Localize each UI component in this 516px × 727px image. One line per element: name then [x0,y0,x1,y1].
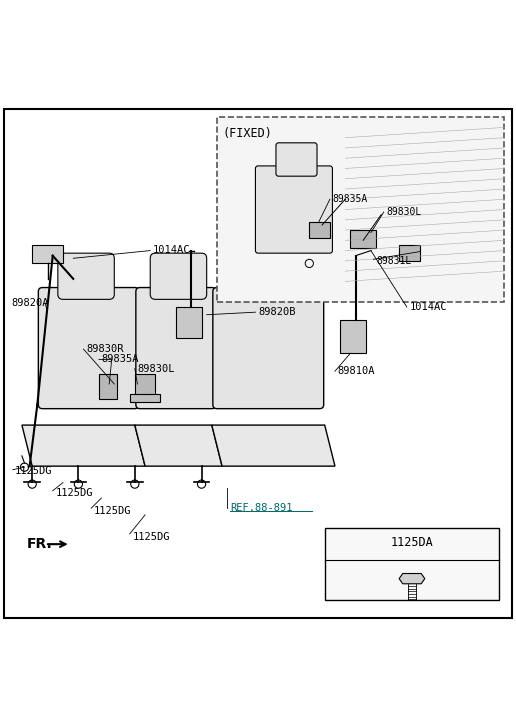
Text: 1014AC: 1014AC [409,302,447,312]
FancyBboxPatch shape [213,288,324,409]
Text: 1125DG: 1125DG [14,466,52,476]
Text: 89830L: 89830L [137,364,175,374]
Text: 89831L: 89831L [376,256,411,266]
Bar [399,246,420,261]
FancyBboxPatch shape [237,253,294,300]
FancyBboxPatch shape [38,288,139,409]
Text: REF.88-891: REF.88-891 [230,503,292,513]
Text: 89820A: 89820A [12,298,49,308]
Text: 1125DA: 1125DA [391,536,433,549]
Text: 89830R: 89830R [86,344,123,354]
Polygon shape [135,425,222,466]
Text: 1014AC: 1014AC [153,244,190,254]
Bar [130,394,160,402]
Text: 89835A: 89835A [102,354,139,364]
Bar [135,374,155,399]
FancyBboxPatch shape [150,253,207,300]
Text: 89830L: 89830L [386,207,422,217]
Text: FR.: FR. [27,537,53,551]
Text: 89820B: 89820B [258,308,296,317]
FancyBboxPatch shape [276,142,317,176]
Text: 1125DG: 1125DG [132,532,170,542]
Bar [350,230,376,248]
Text: (FIXED): (FIXED) [222,127,272,140]
Bar [217,117,504,302]
Polygon shape [399,574,425,584]
Bar [325,528,499,600]
Bar [32,246,63,263]
Text: 89810A: 89810A [337,366,375,376]
Polygon shape [212,425,335,466]
Bar [99,374,117,399]
Text: 89835A: 89835A [332,194,368,204]
FancyBboxPatch shape [255,166,332,253]
Text: 1125DG: 1125DG [94,506,131,515]
FancyBboxPatch shape [136,288,216,409]
Bar [340,320,366,353]
Text: 1125DG: 1125DG [55,488,93,498]
Bar [176,307,202,338]
Polygon shape [22,425,145,466]
Bar [309,222,330,238]
FancyBboxPatch shape [58,253,115,300]
